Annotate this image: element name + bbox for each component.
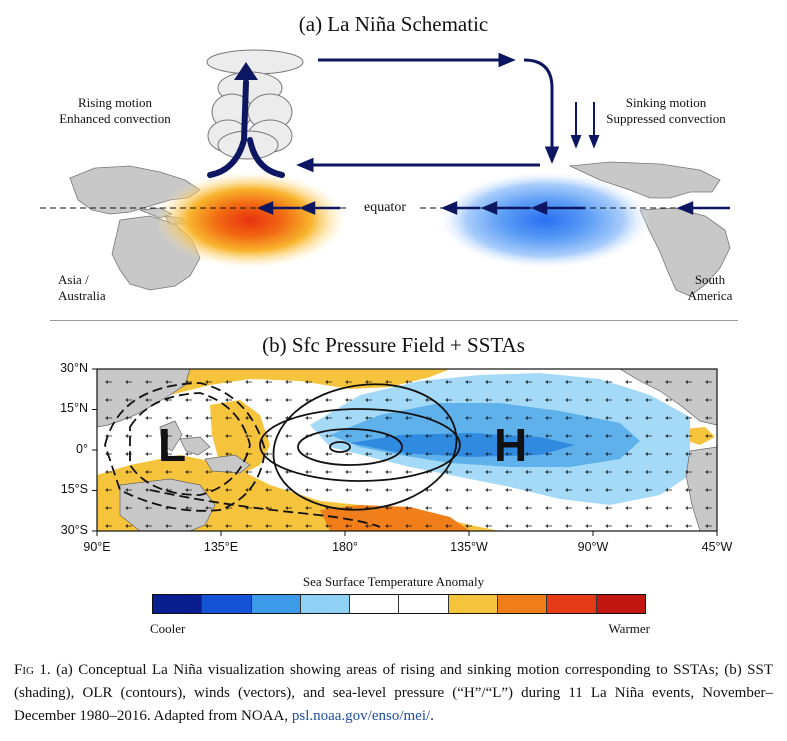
colorbar-swatch bbox=[447, 595, 498, 613]
asia-line2: Australia bbox=[58, 288, 106, 303]
sinking-line2: Suppressed convection bbox=[606, 111, 726, 126]
la-nina-schematic bbox=[40, 49, 731, 297]
colorbar-swatch bbox=[250, 595, 300, 613]
olr-contours bbox=[104, 382, 461, 528]
y-tick-label: 30°N bbox=[60, 361, 88, 375]
low-pressure-label: L bbox=[158, 419, 187, 471]
rising-line1: Rising motion bbox=[77, 95, 153, 110]
sa-line1: South bbox=[694, 272, 726, 287]
rising-motion-label: Rising motion Enhanced convection bbox=[50, 95, 180, 127]
colorbar-swatch bbox=[398, 595, 448, 613]
panel-b-title: (b) Sfc Pressure Field + SSTAs bbox=[262, 333, 525, 357]
colorbar-swatch bbox=[153, 595, 202, 613]
colorbar-swatch bbox=[546, 595, 596, 613]
equator-label: equator bbox=[355, 200, 415, 216]
colorbar-swatch bbox=[497, 595, 547, 613]
panel-separator bbox=[50, 320, 738, 321]
colorbar-swatch bbox=[595, 595, 645, 613]
x-tick-marks bbox=[96, 531, 718, 536]
sinking-motion-label: Sinking motion Suppressed convection bbox=[596, 95, 736, 127]
figure-caption: Fig 1. (a) Conceptual La Niña visualizat… bbox=[14, 659, 773, 728]
y-tick-label: 0° bbox=[76, 442, 88, 456]
caption-link[interactable]: psl.noaa.gov/enso/mei/ bbox=[291, 708, 431, 724]
caption-end: . bbox=[430, 708, 434, 724]
sinking-motion-arrows bbox=[570, 102, 600, 149]
y-tick-label: 15°N bbox=[60, 401, 88, 415]
x-tick-label: 180° bbox=[332, 540, 358, 554]
rising-arrow-head bbox=[234, 62, 258, 80]
cool-sst-anomaly bbox=[440, 172, 650, 268]
x-tick-label: 90°E bbox=[83, 540, 111, 554]
south-america-landmass bbox=[568, 161, 731, 297]
x-tick-label: 135°W bbox=[450, 540, 488, 554]
colorbar-cool-label: Cooler bbox=[150, 621, 186, 636]
sinking-line1: Sinking motion bbox=[625, 95, 707, 110]
rising-motion-arrows bbox=[207, 79, 285, 178]
y-tick-label: 15°S bbox=[60, 482, 88, 496]
south-america-label: South America bbox=[670, 272, 750, 304]
caption-text: 1. (a) Conceptual La Niña visualization … bbox=[14, 662, 773, 724]
asia-australia-label: Asia / Australia bbox=[58, 272, 138, 304]
asia-line1: Asia / bbox=[58, 272, 89, 287]
y-tick-label: 30°S bbox=[60, 523, 88, 537]
caption-fig-label: Fig bbox=[14, 662, 34, 678]
warm-sst-anomaly bbox=[155, 172, 345, 268]
colorbar-swatch bbox=[201, 595, 251, 613]
pressure-sst-map bbox=[92, 368, 718, 536]
panel-a-title: (a) La Niña Schematic bbox=[298, 12, 489, 36]
convection-cloud bbox=[206, 49, 304, 160]
x-tick-label: 45°W bbox=[701, 540, 733, 554]
x-tick-label: 90°W bbox=[577, 540, 609, 554]
walker-circulation bbox=[296, 52, 560, 173]
wind-vectors bbox=[97, 369, 717, 531]
colorbar-warm-label: Warmer bbox=[608, 621, 650, 636]
colorbar-title: Sea Surface Temperature Anomaly bbox=[302, 574, 485, 589]
colorbar-swatch bbox=[349, 595, 399, 613]
sa-line2: America bbox=[687, 288, 733, 303]
sst-colorbar bbox=[152, 594, 646, 614]
trade-wind-arrows bbox=[256, 201, 730, 215]
colorbar-swatch bbox=[299, 595, 350, 613]
x-tick-label: 135°E bbox=[203, 540, 239, 554]
y-tick-marks bbox=[92, 368, 97, 532]
high-pressure-label: H bbox=[494, 419, 528, 471]
rising-line2: Enhanced convection bbox=[59, 111, 171, 126]
